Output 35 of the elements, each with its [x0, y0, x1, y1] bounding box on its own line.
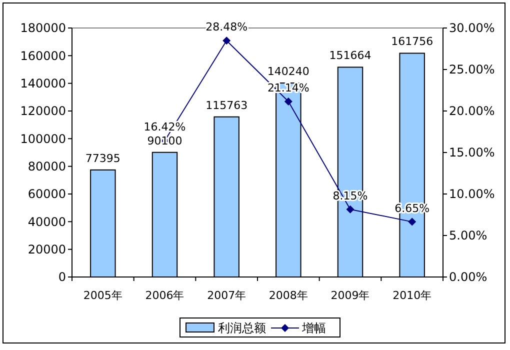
x-tick-label: 2008年 [268, 289, 308, 302]
data-label: 151664 [329, 49, 372, 62]
data-label: 140240 [267, 65, 310, 78]
data-label: 161756 [391, 35, 434, 48]
y-tick-label: 100000 [20, 132, 66, 146]
x-tick-label: 2005年 [83, 289, 122, 302]
x-tick-label: 2009年 [330, 289, 370, 302]
y-tick-label: 180000 [20, 21, 66, 36]
y-tick-label: 140000 [20, 76, 66, 91]
y2-tick-label: 20.00% [449, 104, 495, 118]
legend-label: 增幅 [301, 321, 326, 336]
y-tick-label: 40000 [28, 214, 66, 229]
x-tick-label: 2010年 [392, 289, 432, 302]
point [346, 205, 354, 214]
data-label: 115763 [206, 98, 248, 112]
x-tick-label: 2007年 [207, 289, 246, 302]
y-tick-label: 120000 [20, 104, 66, 118]
data-label: 28.48% [206, 20, 248, 34]
y-tick-label: 0 [58, 270, 66, 284]
legend-label: 利润总额 [218, 321, 266, 336]
y2-tick-label: 15.00% [449, 146, 495, 160]
point [284, 98, 292, 106]
y2-tick-label: 0.00% [449, 270, 488, 284]
y-tick-label: 160000 [20, 48, 66, 63]
y2-tick-label: 25.00% [449, 62, 495, 77]
y-tick-label: 80000 [28, 160, 66, 174]
point [408, 218, 416, 226]
point [222, 36, 231, 45]
x-tick-label: 2006年 [145, 289, 184, 302]
y-tick-label: 60000 [28, 187, 66, 202]
data-label: 77395 [85, 152, 120, 165]
y2-tick-label: 5.00% [449, 228, 488, 243]
y2-tick-label: 30.00% [449, 21, 495, 36]
y2-tick-label: 10.00% [449, 187, 495, 202]
y-tick-label: 20000 [28, 242, 66, 257]
